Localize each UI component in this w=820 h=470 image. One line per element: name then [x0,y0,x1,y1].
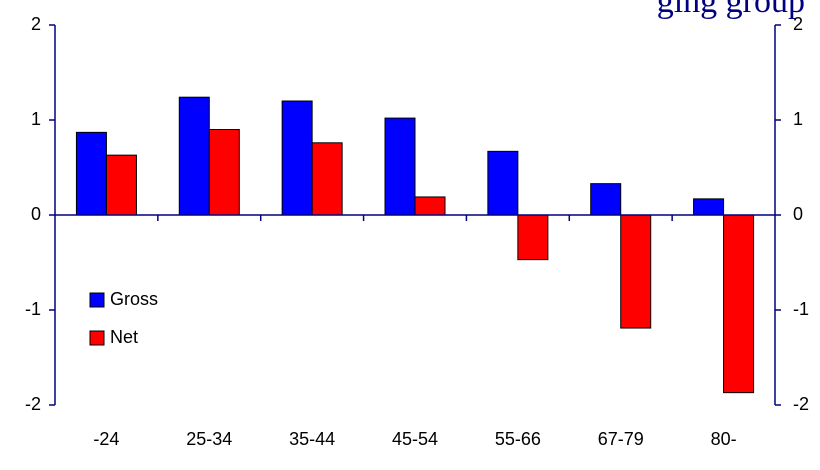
legend-label: Net [110,327,138,347]
bar [487,150,519,216]
x-tick-label: 67-79 [598,429,644,449]
bar [105,154,137,216]
bar [517,214,549,261]
y-tick-label: -2 [25,394,41,414]
bar [693,198,725,216]
x-tick-label: 80- [711,429,737,449]
bar [75,131,107,216]
bar [384,117,416,216]
bar [414,196,446,216]
bar [723,214,755,394]
bar [178,96,210,216]
legend-swatch [89,330,105,346]
chart-title: ging group [657,0,805,20]
y-tick-label: -1 [25,299,41,319]
bar [590,183,622,216]
y2-tick-label: -2 [793,394,809,414]
y-tick-label: 1 [31,109,41,129]
y-tick-label: 2 [31,14,41,34]
bar [311,142,343,216]
bar [281,100,313,216]
legend-swatch [89,292,105,308]
x-tick-label: -24 [93,429,119,449]
x-tick-label: 35-44 [289,429,335,449]
x-tick-label: 55-66 [495,429,541,449]
x-tick-label: 25-34 [186,429,232,449]
x-tick-label: 45-54 [392,429,438,449]
y2-tick-label: 2 [793,14,803,34]
y-tick-label: 0 [31,204,41,224]
bar [208,129,240,216]
y2-tick-label: 0 [793,204,803,224]
legend-label: Gross [110,289,158,309]
bar [620,214,652,329]
y2-tick-label: -1 [793,299,809,319]
y2-tick-label: 1 [793,109,803,129]
